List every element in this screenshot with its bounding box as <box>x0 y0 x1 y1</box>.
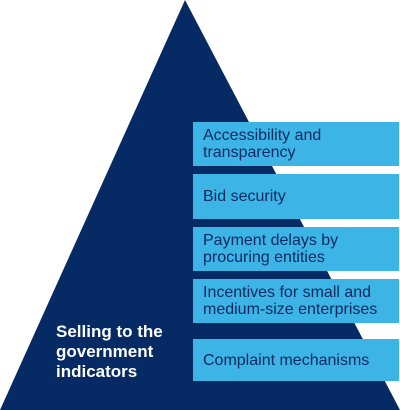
indicator-label: Accessibility and transparency <box>203 127 322 161</box>
pyramid-title: Selling to the government indicators <box>56 322 163 381</box>
indicator-box-payment-delays: Payment delays by procuring entities <box>193 227 399 271</box>
indicator-box-accessibility: Accessibility and transparency <box>193 122 399 166</box>
indicator-label: Payment delays by procuring entities <box>203 232 339 266</box>
indicator-label: Bid security <box>203 188 286 205</box>
indicator-label: Incentives for small and medium-size ent… <box>203 284 378 318</box>
indicator-box-sme-incentives: Incentives for small and medium-size ent… <box>193 279 399 323</box>
indicator-label: Complaint mechanisms <box>203 351 370 369</box>
indicator-box-complaint-mechanisms: Complaint mechanisms <box>193 339 399 381</box>
indicator-box-bid-security: Bid security <box>193 174 399 219</box>
